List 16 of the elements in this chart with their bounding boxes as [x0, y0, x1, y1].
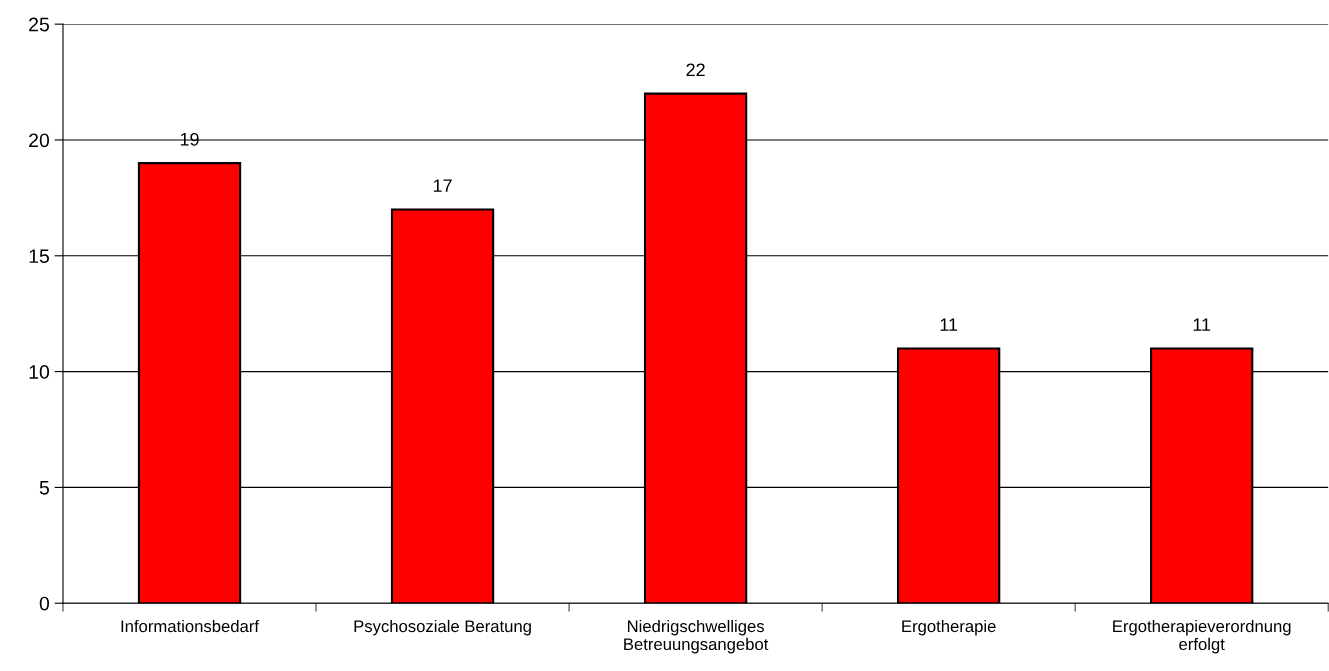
data-label: 19	[180, 132, 199, 146]
data-label: 11	[940, 318, 958, 331]
x-tick-label: Ergotherapie	[902, 619, 996, 636]
y-tick-label: 15	[29, 249, 49, 264]
y-tick-label: 10	[29, 365, 50, 379]
x-tick-label: Niedrigschwelliges Betreuungsangebot	[624, 619, 769, 654]
data-label: 11	[1193, 318, 1211, 331]
data-label: 17	[433, 179, 452, 192]
y-tick-label: 20	[29, 133, 50, 148]
y-tick-label: 25	[29, 17, 49, 32]
x-tick-label: Informationsbedarf	[121, 619, 260, 633]
data-label: 22	[686, 63, 705, 77]
x-tick-label: Psychosoziale Beratung	[354, 619, 531, 636]
x-tick-label: Ergotherapieverordnung erfolgt	[1113, 619, 1291, 654]
y-tick-label: 5	[39, 481, 49, 495]
y-tick-label: 0	[39, 596, 50, 611]
